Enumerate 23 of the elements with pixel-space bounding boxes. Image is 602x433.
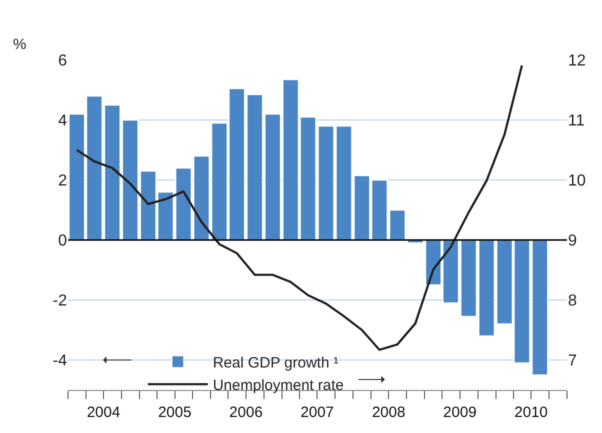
x-tick-label: 2009 xyxy=(443,404,477,421)
x-tick-label: 2008 xyxy=(372,404,406,421)
x-tick-label: 2004 xyxy=(86,404,120,421)
line-series xyxy=(76,64,524,351)
y-tick-label: 0 xyxy=(58,232,68,250)
y2-tick-label: 8 xyxy=(568,292,577,310)
y-tick-label: 4 xyxy=(58,112,68,130)
y2-tick-label: 10 xyxy=(568,172,586,190)
x-tick-label: 2005 xyxy=(158,404,192,421)
y-tick-label: 6 xyxy=(58,52,68,70)
x-tick-label: 2010 xyxy=(514,404,548,421)
y2-tick-label: 11 xyxy=(568,112,585,130)
y2-tick-label: 12 xyxy=(568,52,586,70)
legend-label: Unemployment rate xyxy=(212,377,344,394)
y-tick-label: 2 xyxy=(58,172,68,190)
y2-tick-label: 7 xyxy=(568,352,577,370)
y-tick-label: -4 xyxy=(52,352,68,370)
x-tick-label: 2006 xyxy=(229,404,263,421)
legend-label: Real GDP growth ¹ xyxy=(212,354,338,372)
y-axis-title: % xyxy=(13,36,26,53)
x-tick-label: 2007 xyxy=(300,404,334,421)
y2-tick-label: 9 xyxy=(568,232,577,250)
y-tick-label: -2 xyxy=(52,292,68,310)
